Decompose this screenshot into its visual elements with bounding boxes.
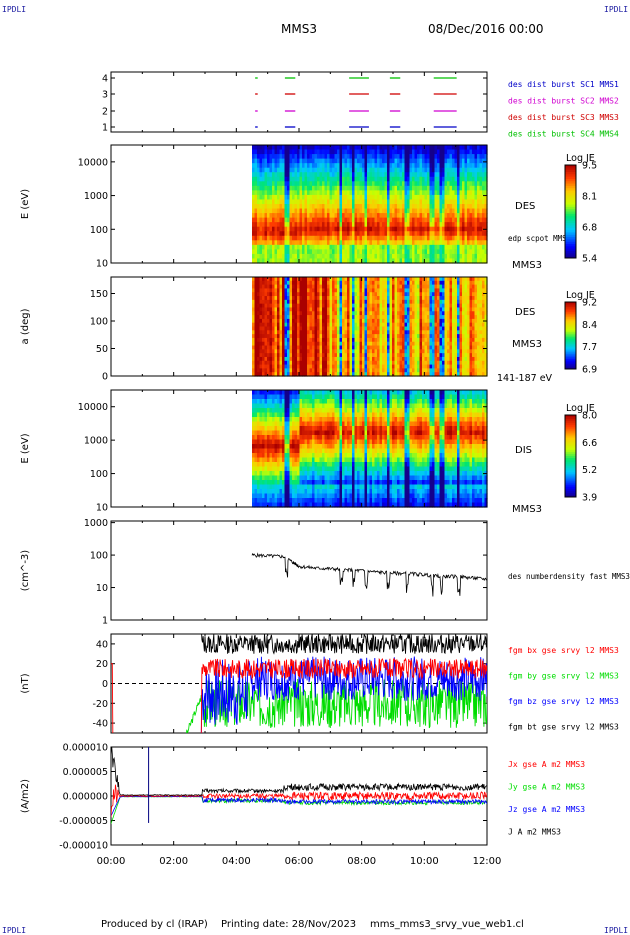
des-energy-y-tick-label: 10 [96,259,108,270]
availability-y-tick-label: 3 [102,90,108,101]
availability-legend-sc3: des dist burst SC3 MMS3 [508,113,619,122]
des-pitch-spectrogram [252,277,488,377]
des-energy-annotation: edp scpot MMS3 [508,234,571,243]
des-energy-spectrogram [252,145,488,264]
availability-y-tick-label: 1 [102,123,108,134]
availability-legend-sc4: des dist burst SC4 MMS4 [508,130,619,139]
des-energy-colorbar-tick-label: 6.8 [582,223,597,234]
des-energy-y-tick-label: 1000 [84,191,108,202]
availability-legend-sc1: des dist burst SC1 MMS1 [508,80,619,89]
des-energy-spacecraft-label: MMS3 [512,260,542,271]
availability-legend-sc2: des dist burst SC2 MMS2 [508,97,619,106]
availability-y-tick-label: 4 [102,74,108,85]
des-energy-instrument-label: DES [515,201,535,212]
availability-frame [111,72,487,132]
des-energy-y-tick-label: 100 [90,225,108,236]
des-energy-colorbar-tick-label: 8.1 [582,192,597,203]
des-energy-colorbar-tick-label: 9.5 [582,161,597,172]
availability-y-tick-label: 2 [102,107,108,118]
des-energy-colorbar-tick-label: 5.4 [582,254,597,265]
des-energy-y-label: E (eV) [20,189,31,219]
des-energy-y-tick-label: 10000 [78,157,108,168]
